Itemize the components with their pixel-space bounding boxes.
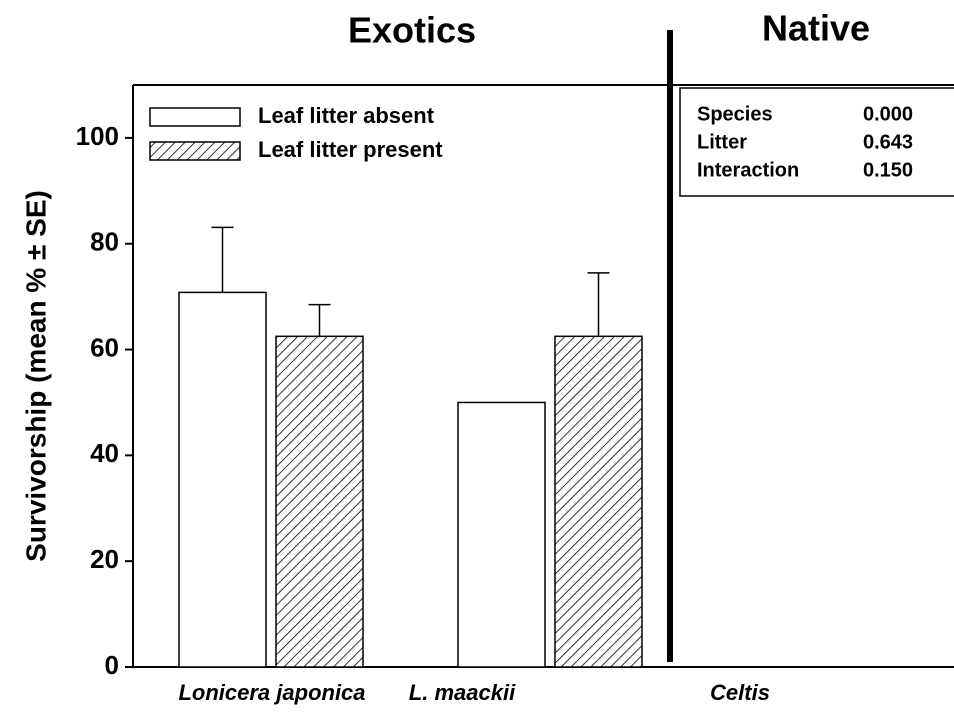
y-axis-label: Survivorship (mean % ± SE) bbox=[20, 190, 51, 562]
bar bbox=[178, 291, 267, 668]
stats-value: 0.000 bbox=[863, 103, 913, 125]
y-tick-label: 20 bbox=[90, 544, 119, 574]
bar bbox=[554, 335, 643, 668]
stats-label: Interaction bbox=[697, 159, 799, 181]
stats-value: 0.150 bbox=[863, 159, 913, 181]
bar bbox=[275, 335, 364, 668]
stats-label: Litter bbox=[697, 131, 747, 153]
x-tick-label: Celtis bbox=[710, 680, 770, 705]
stats-value: 0.643 bbox=[863, 131, 913, 153]
y-tick-label: 40 bbox=[90, 438, 119, 468]
group-label: Native bbox=[762, 8, 870, 49]
error-bar bbox=[211, 226, 234, 293]
y-tick-label: 80 bbox=[90, 227, 119, 257]
error-bar bbox=[587, 272, 610, 337]
legend-label: Leaf litter present bbox=[258, 137, 443, 162]
y-tick-label: 60 bbox=[90, 332, 119, 362]
y-tick-label: 100 bbox=[76, 121, 119, 151]
legend-swatch bbox=[149, 141, 241, 161]
stats-label: Species bbox=[697, 103, 773, 125]
legend-label: Leaf litter absent bbox=[258, 103, 435, 128]
stats-box bbox=[679, 87, 954, 197]
group-label: Exotics bbox=[348, 10, 476, 51]
error-bar bbox=[308, 303, 331, 337]
x-tick-label: L. maackii bbox=[409, 680, 516, 705]
x-tick-label: Lonicera japonica bbox=[178, 680, 365, 705]
bar bbox=[457, 401, 546, 668]
legend-swatch bbox=[149, 107, 241, 127]
y-tick-label: 0 bbox=[105, 650, 119, 680]
